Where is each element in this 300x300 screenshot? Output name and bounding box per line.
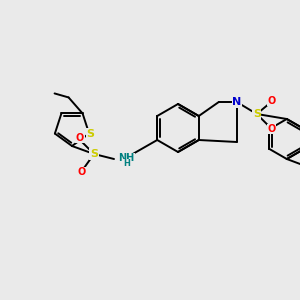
Text: O: O <box>268 124 276 134</box>
Text: S: S <box>90 149 98 159</box>
Text: O: O <box>78 167 86 177</box>
Text: S: S <box>253 109 261 119</box>
Text: H: H <box>123 160 130 169</box>
Text: NH: NH <box>118 153 134 163</box>
Text: O: O <box>76 133 84 143</box>
Text: O: O <box>268 96 276 106</box>
Text: S: S <box>86 129 94 139</box>
Text: N: N <box>232 97 242 107</box>
